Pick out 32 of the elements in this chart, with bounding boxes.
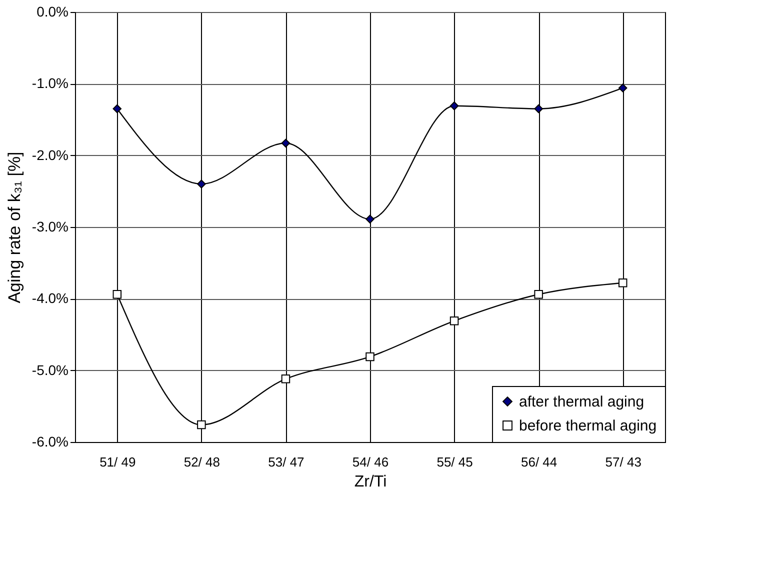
y-tick-label: -5.0% bbox=[32, 362, 68, 378]
y-tick-label: -3.0% bbox=[32, 218, 68, 234]
x-tick-label: 52/ 48 bbox=[184, 454, 220, 470]
point bbox=[112, 104, 122, 114]
legend-label: after thermal aging bbox=[519, 394, 644, 410]
point bbox=[534, 290, 543, 299]
point bbox=[197, 420, 206, 430]
point bbox=[618, 278, 628, 288]
legend-label: before thermal aging bbox=[519, 418, 657, 434]
y-tick-label: -1.0% bbox=[32, 75, 68, 92]
x-tick-label: 51/ 49 bbox=[100, 454, 136, 470]
point bbox=[450, 316, 459, 326]
point bbox=[450, 102, 459, 110]
point bbox=[197, 180, 206, 188]
point bbox=[112, 290, 122, 299]
point bbox=[366, 352, 374, 362]
y-tick-label: -6.0% bbox=[32, 434, 68, 450]
x-tick-label: 56/ 44 bbox=[520, 454, 558, 470]
y-axis-title: Aging rate of k₃₁ [%] bbox=[4, 152, 24, 304]
point bbox=[281, 138, 290, 148]
point bbox=[618, 84, 628, 92]
y-tick-label: -4.0% bbox=[32, 290, 68, 306]
x-tick-label: 53/ 47 bbox=[268, 454, 304, 470]
y-tick-label: -2.0% bbox=[32, 146, 68, 163]
point bbox=[534, 104, 543, 114]
y-tick-label: 0.0% bbox=[36, 4, 68, 20]
point bbox=[366, 214, 374, 224]
x-tick-label: 54/ 46 bbox=[352, 454, 389, 470]
x-tick-label: 55/ 45 bbox=[436, 454, 473, 470]
point bbox=[281, 374, 290, 384]
x-tick-label: 57/ 43 bbox=[605, 454, 642, 470]
x-axis-title: Zr/Ti bbox=[354, 474, 387, 490]
